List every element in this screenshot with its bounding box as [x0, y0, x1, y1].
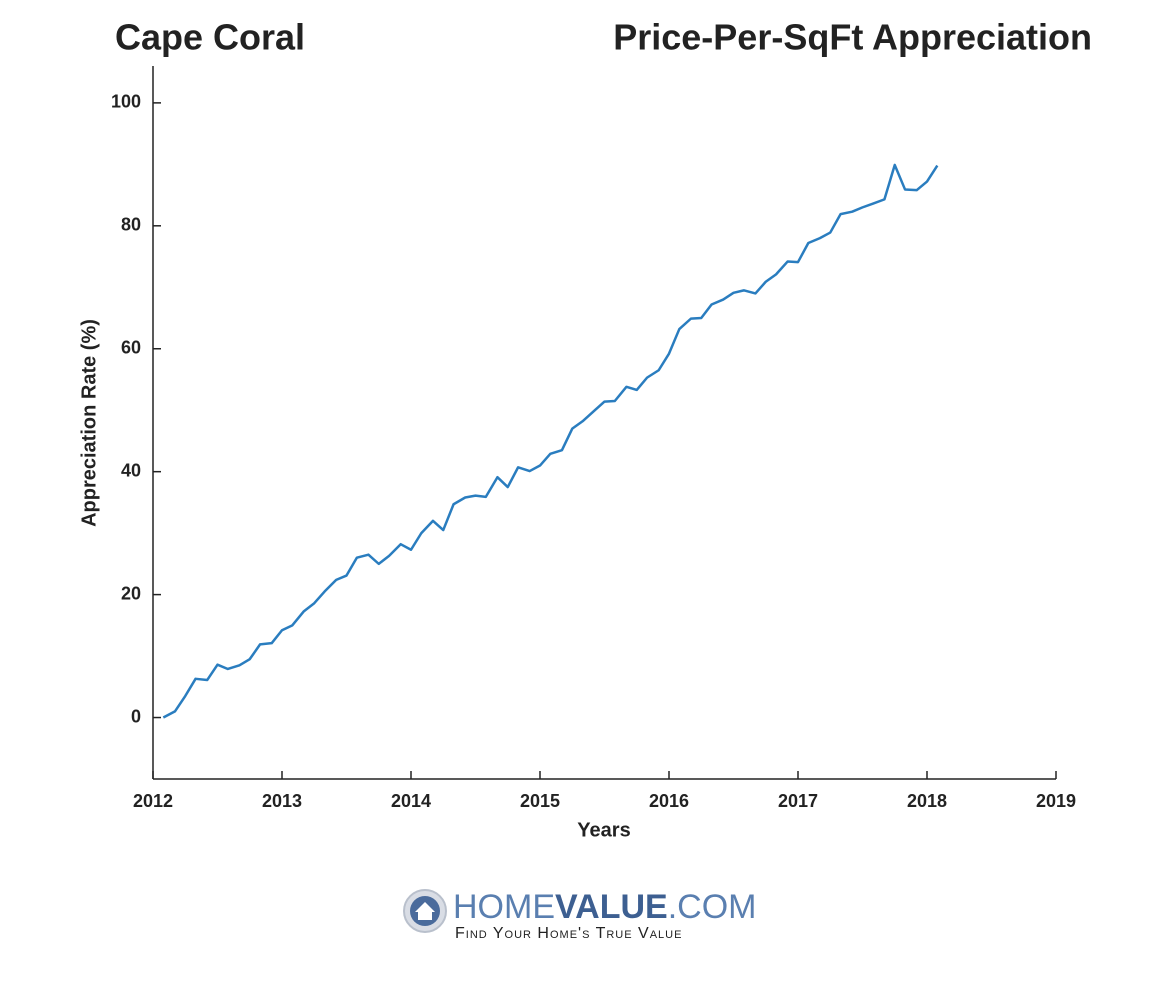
logo-text: HOMEVALUE.COM [453, 888, 757, 926]
location-title: Cape Coral [115, 17, 305, 58]
x-tick-label: 2017 [778, 791, 818, 811]
x-tick-label: 2014 [391, 791, 431, 811]
logo-part: .COM [668, 888, 757, 926]
x-tick-label: 2015 [520, 791, 560, 811]
x-tick-label: 2013 [262, 791, 302, 811]
y-tick-label: 100 [111, 92, 141, 112]
y-tick-label: 60 [121, 337, 141, 357]
y-tick-label: 0 [131, 706, 141, 726]
logo-part: HOME [453, 888, 555, 926]
logo-part: VALUE [555, 888, 668, 926]
y-axis-label: Appreciation Rate (%) [78, 319, 100, 527]
logo: HOMEVALUE.COM Find Your Home's True Valu… [403, 888, 757, 942]
chart-title: Price-Per-SqFt Appreciation [613, 17, 1092, 58]
data-line [162, 163, 939, 719]
x-tick-label: 2012 [133, 791, 173, 811]
x-tick-label: 2016 [649, 791, 689, 811]
y-tick-label: 20 [121, 583, 141, 603]
logo-tagline: Find Your Home's True Value [455, 925, 682, 942]
logo-house [415, 902, 435, 920]
x-tick-label: 2019 [1036, 791, 1076, 811]
y-tick-label: 40 [121, 460, 141, 480]
x-axis-label: Years [577, 819, 630, 841]
x-tick-label: 2018 [907, 791, 947, 811]
y-tick-label: 80 [121, 215, 141, 235]
